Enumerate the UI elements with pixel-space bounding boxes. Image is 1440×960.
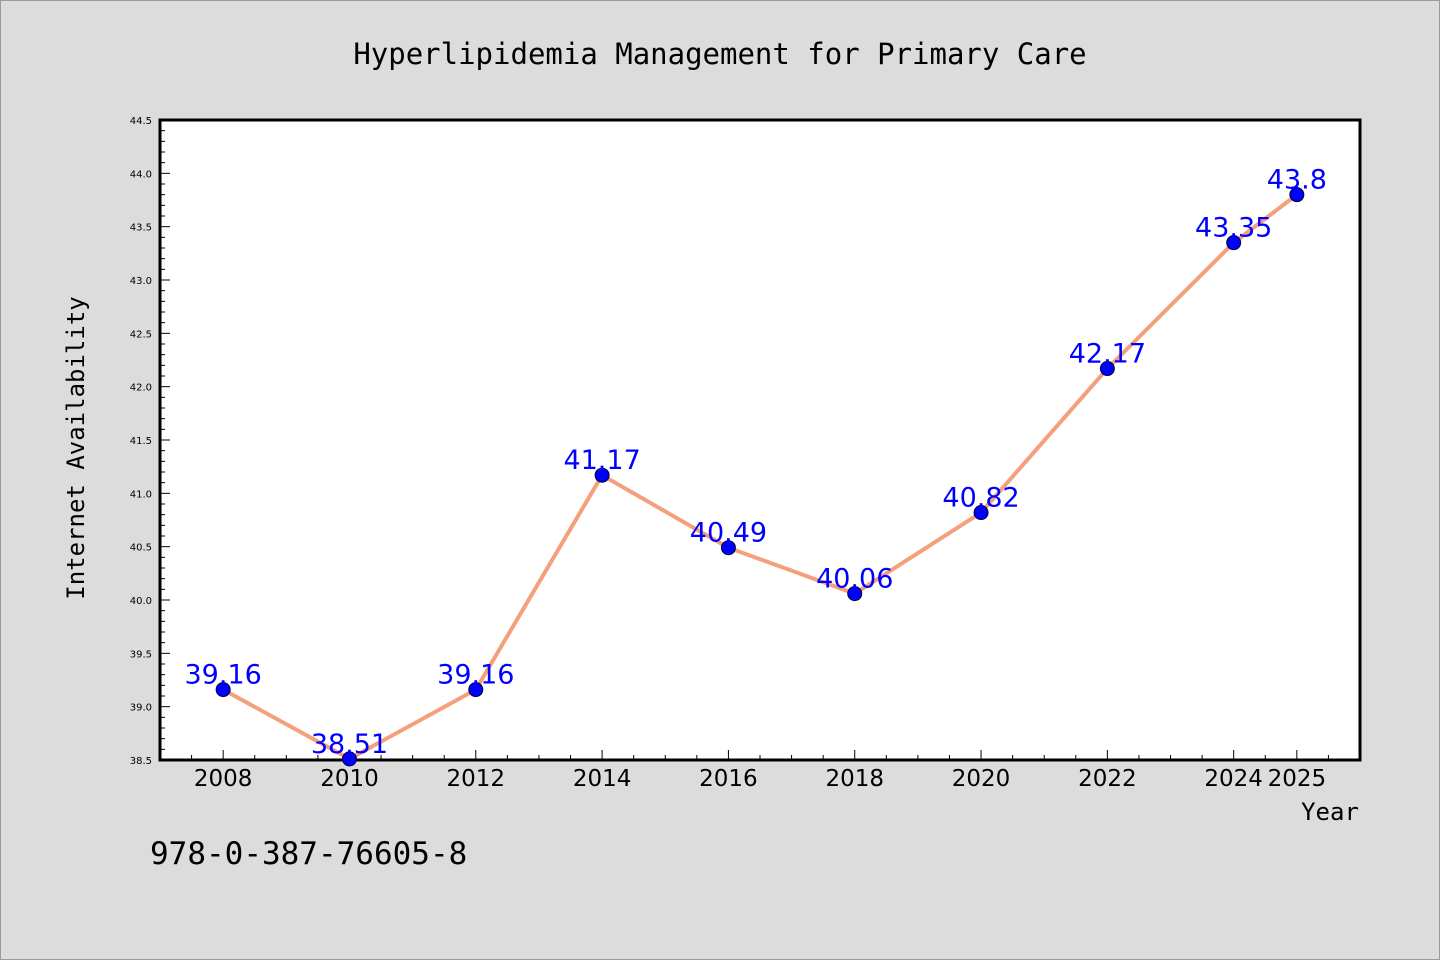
plot-area [158,118,1362,762]
y-tick-label: 38.5 [130,756,152,767]
data-point [973,505,989,521]
data-label: 43.8 [1267,165,1327,196]
data-point [341,751,357,767]
data-point [720,540,736,556]
data-label: 40.82 [942,483,1019,514]
data-point [1289,187,1305,203]
x-tick-label: 2012 [447,766,506,792]
data-label: 39.16 [437,660,514,691]
y-tick-label: 42.5 [130,329,152,340]
y-tick-label: 41.5 [130,436,152,447]
x-tick-label: 2020 [952,766,1011,792]
x-tick-label: 2010 [320,766,379,792]
y-tick-label: 42.0 [130,383,152,394]
data-point [468,682,484,698]
x-axis-label: Year [1301,798,1359,826]
x-tick-label: 2018 [825,766,884,792]
y-tick-label: 39.5 [130,649,152,660]
data-point [594,467,610,483]
y-tick-label: 43.5 [130,223,152,234]
data-label: 41.17 [563,445,640,476]
data-series [215,187,1305,767]
data-point [847,586,863,602]
y-axis-label: Internet Availability [62,296,90,599]
y-axis: 38.5 39.0 39.5 40.0 40.5 41.0 41.5 42.0 42.5 43.0… [130,116,170,767]
data-labels: 39.16 38.51 39.16 41.17 40.49 40.06 40.82 42.17… [185,165,1327,760]
data-label: 40.06 [816,564,893,595]
data-point [1226,235,1242,251]
isbn-footer: 978-0-387-76605-8 [150,836,467,872]
data-label: 43.35 [1195,213,1272,244]
x-axis: 2008 2010 2012 2014 2016 2018 2020 2022 2024 2025 [191,750,1329,792]
series-line [222,193,1299,761]
y-tick-label: 39.0 [130,703,152,714]
data-label: 40.49 [690,518,767,549]
y-tick-label: 43.0 [130,276,152,287]
y-tick-label: 40.5 [130,543,152,554]
x-tick-label: 2024 [1204,766,1263,792]
y-tick-label: 41.0 [130,489,152,500]
data-label: 42.17 [1069,339,1146,370]
x-tick-label: 2016 [699,766,758,792]
y-tick-label: 40.0 [130,596,152,607]
y-tick-label: 44.5 [130,116,152,127]
data-point [1099,361,1115,377]
data-label: 38.51 [311,729,388,760]
chart-title: Hyperlipidemia Management for Primary Ca… [353,37,1086,71]
data-point [215,682,231,698]
data-label: 39.16 [185,660,262,691]
x-tick-label: 2022 [1078,766,1137,792]
x-tick-label: 2008 [194,766,253,792]
x-tick-label: 2014 [573,766,632,792]
x-tick-label: 2025 [1268,766,1327,792]
y-tick-label: 44.0 [130,169,152,180]
